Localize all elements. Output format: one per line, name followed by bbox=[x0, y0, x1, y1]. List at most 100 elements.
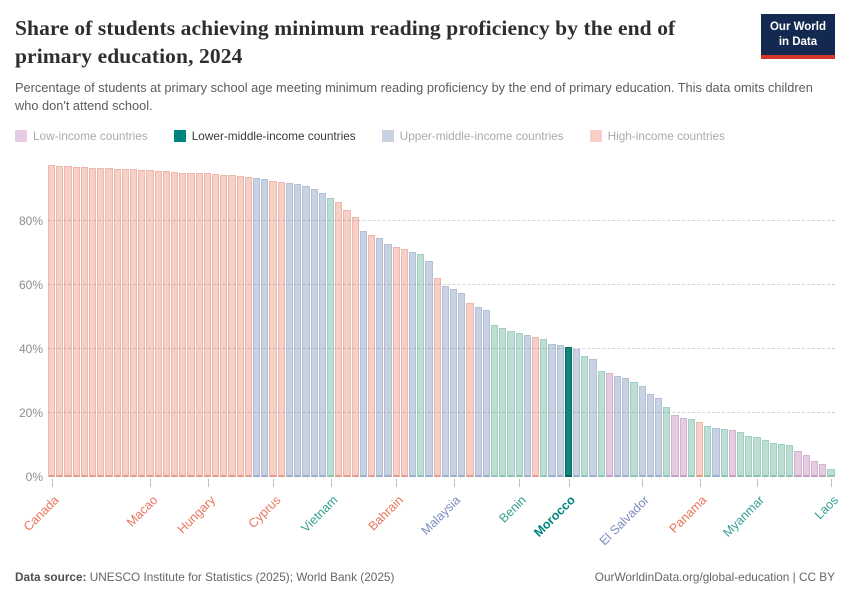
bar-high-income-3[interactable] bbox=[64, 166, 72, 477]
bar-upper-middle-income-75[interactable] bbox=[655, 398, 663, 477]
bar-high-income-4[interactable] bbox=[72, 166, 80, 477]
bar-low-income-84[interactable] bbox=[728, 430, 737, 477]
x-axis-label-panama[interactable]: Panama bbox=[666, 492, 710, 536]
bar-high-income-9[interactable] bbox=[113, 168, 121, 477]
bar-low-income-92[interactable] bbox=[794, 450, 802, 477]
bar-upper-middle-income-34[interactable] bbox=[318, 193, 326, 477]
bar-lower-middle-income-57[interactable] bbox=[507, 330, 515, 477]
bar-panama[interactable] bbox=[696, 422, 704, 477]
x-axis-label-myanmar[interactable]: Myanmar bbox=[720, 492, 768, 540]
bar-high-income-10[interactable] bbox=[121, 169, 130, 477]
bar-high-income-18[interactable] bbox=[187, 172, 195, 477]
x-axis-label-canada[interactable]: Canada bbox=[21, 492, 63, 534]
bar-upper-middle-income-33[interactable] bbox=[310, 189, 318, 477]
bar-lower-middle-income-90[interactable] bbox=[778, 444, 786, 477]
bar-upper-middle-income-41[interactable] bbox=[376, 238, 384, 477]
footer-link[interactable]: OurWorldinData.org/global-education | CC… bbox=[594, 570, 835, 584]
owid-logo[interactable]: Our World in Data bbox=[760, 14, 835, 59]
bar-upper-middle-income-59[interactable] bbox=[523, 335, 531, 477]
bar-upper-middle-income-63[interactable] bbox=[556, 345, 564, 477]
bar-upper-middle-income-30[interactable] bbox=[285, 183, 294, 477]
x-axis-label-vietnam[interactable]: Vietnam bbox=[298, 492, 341, 536]
bar-upper-middle-income-62[interactable] bbox=[548, 343, 556, 477]
bar-canada[interactable] bbox=[48, 165, 56, 477]
bar-high-income-23[interactable] bbox=[228, 175, 236, 477]
bar-high-income-15[interactable] bbox=[162, 171, 171, 477]
bar-lower-middle-income-61[interactable] bbox=[540, 338, 548, 477]
bar-low-income-77[interactable] bbox=[671, 415, 679, 477]
bar-low-income-78[interactable] bbox=[679, 417, 687, 477]
bar-morocco-highlighted[interactable] bbox=[564, 346, 572, 477]
bar-high-income-52[interactable] bbox=[466, 303, 474, 477]
bar-high-income-11[interactable] bbox=[130, 169, 138, 477]
bar-lower-middle-income-81[interactable] bbox=[704, 425, 712, 477]
legend-item-upper_middle[interactable]: Upper-middle-income countries bbox=[381, 129, 564, 143]
bar-upper-middle-income-26[interactable] bbox=[253, 177, 261, 477]
bar-upper-middle-income-49[interactable] bbox=[441, 286, 449, 477]
bar-high-income-16[interactable] bbox=[171, 171, 179, 477]
bar-high-income-36[interactable] bbox=[335, 201, 343, 477]
bar-high-income-29[interactable] bbox=[277, 181, 285, 477]
bar-lower-middle-income-89[interactable] bbox=[769, 442, 778, 477]
bar-upper-middle-income-53[interactable] bbox=[474, 306, 482, 477]
bar-high-income-37[interactable] bbox=[343, 209, 351, 477]
bar-lower-middle-income-72[interactable] bbox=[630, 382, 638, 477]
bar-upper-middle-income-82[interactable] bbox=[712, 427, 720, 477]
bar-high-income-5[interactable] bbox=[80, 167, 89, 477]
bar-lower-middle-income-46[interactable] bbox=[417, 253, 425, 477]
bar-high-income-24[interactable] bbox=[236, 176, 244, 477]
bar-upper-middle-income-27[interactable] bbox=[261, 178, 269, 477]
bar-lower-middle-income-85[interactable] bbox=[737, 432, 745, 477]
x-axis-label-bahrain[interactable]: Bahrain bbox=[365, 492, 407, 534]
bar-low-income-69[interactable] bbox=[605, 372, 614, 477]
bar-high-income-8[interactable] bbox=[105, 168, 113, 477]
bar-high-income-44[interactable] bbox=[400, 249, 408, 477]
bar-high-income-22[interactable] bbox=[220, 174, 228, 477]
bar-high-income-7[interactable] bbox=[97, 168, 105, 477]
bar-vietnam[interactable] bbox=[326, 197, 335, 477]
bar-high-income-19[interactable] bbox=[195, 173, 203, 477]
bar-el-salvador[interactable] bbox=[638, 385, 646, 477]
bar-high-income-21[interactable] bbox=[212, 174, 220, 477]
bar-upper-middle-income-42[interactable] bbox=[384, 243, 392, 477]
bar-high-income-48[interactable] bbox=[433, 277, 441, 477]
bar-lower-middle-income-56[interactable] bbox=[499, 327, 507, 477]
bar-low-income-94[interactable] bbox=[810, 460, 819, 477]
bar-malaysia[interactable] bbox=[449, 289, 458, 477]
x-axis-label-benin[interactable]: Benin bbox=[496, 492, 530, 526]
bar-upper-middle-income-51[interactable] bbox=[458, 292, 466, 477]
bar-macao[interactable] bbox=[146, 169, 154, 477]
bar-upper-middle-income-71[interactable] bbox=[622, 377, 630, 477]
bar-benin[interactable] bbox=[515, 332, 523, 477]
bar-hungary[interactable] bbox=[203, 173, 212, 477]
bar-lower-middle-income-68[interactable] bbox=[597, 370, 605, 477]
bar-lower-middle-income-83[interactable] bbox=[720, 428, 728, 477]
legend-item-low[interactable]: Low-income countries bbox=[15, 129, 148, 143]
bar-myanmar[interactable] bbox=[753, 437, 761, 477]
bar-low-income-95[interactable] bbox=[819, 464, 827, 477]
bar-high-income-38[interactable] bbox=[351, 217, 359, 477]
bar-cyprus[interactable] bbox=[269, 180, 277, 477]
bar-high-income-25[interactable] bbox=[244, 177, 253, 477]
x-axis-label-malaysia[interactable]: Malaysia bbox=[418, 492, 464, 538]
x-axis-label-cyprus[interactable]: Cyprus bbox=[245, 492, 284, 531]
bar-lower-middle-income-55[interactable] bbox=[490, 324, 499, 477]
bar-bahrain[interactable] bbox=[392, 247, 400, 477]
x-axis-label-morocco[interactable]: Morocco bbox=[531, 492, 579, 540]
bar-upper-middle-income-45[interactable] bbox=[408, 252, 417, 477]
x-axis-label-macao[interactable]: Macao bbox=[123, 492, 161, 530]
bar-upper-middle-income-47[interactable] bbox=[425, 260, 433, 477]
bar-upper-middle-income-39[interactable] bbox=[359, 231, 367, 477]
bar-upper-middle-income-67[interactable] bbox=[589, 359, 597, 477]
bar-upper-middle-income-54[interactable] bbox=[482, 309, 490, 477]
bar-upper-middle-income-65[interactable] bbox=[573, 349, 581, 477]
bar-upper-middle-income-31[interactable] bbox=[294, 184, 302, 477]
bar-high-income-40[interactable] bbox=[367, 234, 376, 477]
bar-lower-middle-income-91[interactable] bbox=[786, 445, 794, 477]
bar-lower-middle-income-79[interactable] bbox=[687, 419, 696, 477]
bar-high-income-14[interactable] bbox=[154, 170, 162, 477]
legend-item-lower_middle[interactable]: Lower-middle-income countries bbox=[173, 129, 356, 143]
bar-lower-middle-income-66[interactable] bbox=[581, 355, 589, 477]
bar-high-income-17[interactable] bbox=[179, 172, 187, 477]
x-axis-label-hungary[interactable]: Hungary bbox=[174, 492, 218, 537]
